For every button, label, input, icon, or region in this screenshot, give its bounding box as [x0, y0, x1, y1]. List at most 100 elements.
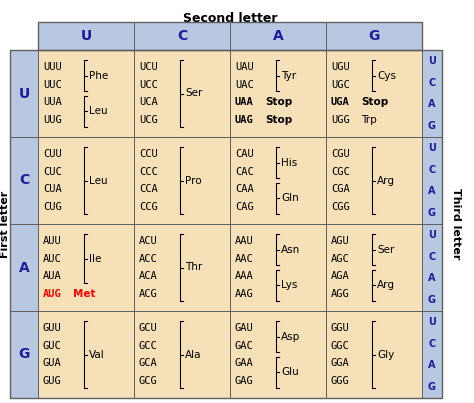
Text: G: G — [428, 208, 436, 218]
Bar — [134, 311, 230, 398]
Text: ACA: ACA — [139, 271, 158, 281]
Text: GUU: GUU — [43, 323, 62, 333]
Text: CGU: CGU — [331, 149, 350, 159]
Text: CGG: CGG — [331, 202, 350, 212]
Text: CGA: CGA — [331, 185, 350, 194]
Text: AAC: AAC — [235, 253, 254, 264]
Text: GCC: GCC — [139, 341, 158, 351]
Text: Glu: Glu — [281, 367, 299, 377]
Text: Gln: Gln — [281, 193, 299, 203]
Text: GAC: GAC — [235, 341, 254, 351]
Text: AAA: AAA — [235, 271, 254, 281]
Text: First letter: First letter — [0, 190, 10, 258]
Bar — [10, 311, 38, 398]
Text: UCA: UCA — [139, 98, 158, 107]
Text: GAG: GAG — [235, 376, 254, 386]
Text: CAU: CAU — [235, 149, 254, 159]
Text: AAU: AAU — [235, 236, 254, 246]
Text: UCC: UCC — [139, 80, 158, 89]
Text: GGC: GGC — [331, 341, 350, 351]
Text: Stop: Stop — [265, 115, 292, 125]
Text: UAU: UAU — [235, 62, 254, 72]
Text: Arg: Arg — [377, 175, 395, 185]
Bar — [134, 137, 230, 224]
Text: C: C — [177, 29, 187, 43]
Text: UCG: UCG — [139, 115, 158, 125]
Text: UGG: UGG — [331, 115, 350, 125]
Bar — [10, 224, 38, 311]
Text: GUA: GUA — [43, 358, 62, 368]
Text: A: A — [428, 360, 436, 370]
Text: Third letter: Third letter — [451, 188, 461, 260]
Text: Second letter: Second letter — [183, 12, 277, 25]
Text: UCU: UCU — [139, 62, 158, 72]
Text: C: C — [428, 251, 436, 262]
Text: Phe: Phe — [89, 71, 108, 81]
Text: CCU: CCU — [139, 149, 158, 159]
Bar — [38, 22, 134, 50]
Text: AGA: AGA — [331, 271, 350, 281]
Text: UUA: UUA — [43, 98, 62, 107]
Text: CAC: CAC — [235, 166, 254, 177]
Text: Trp: Trp — [361, 115, 377, 125]
Bar — [326, 50, 422, 137]
Text: Arg: Arg — [377, 280, 395, 290]
Text: AUU: AUU — [43, 236, 62, 246]
Text: Leu: Leu — [89, 106, 108, 116]
Text: CGC: CGC — [331, 166, 350, 177]
Text: U: U — [81, 29, 91, 43]
Bar — [422, 137, 442, 224]
Text: G: G — [428, 295, 436, 305]
Text: UAG: UAG — [235, 115, 254, 125]
Text: UAC: UAC — [235, 80, 254, 89]
Bar — [326, 224, 422, 311]
Text: CUG: CUG — [43, 202, 62, 212]
Bar — [38, 137, 134, 224]
Text: Stop: Stop — [361, 98, 388, 107]
Text: Leu: Leu — [89, 175, 108, 185]
Text: AUG: AUG — [43, 289, 62, 299]
Bar — [230, 22, 326, 50]
Text: A: A — [428, 273, 436, 283]
Bar — [10, 137, 38, 224]
Text: C: C — [428, 164, 436, 174]
Text: GAU: GAU — [235, 323, 254, 333]
Bar — [38, 22, 422, 50]
Bar — [230, 137, 326, 224]
Bar — [326, 311, 422, 398]
Text: C: C — [19, 174, 29, 187]
Bar — [422, 224, 442, 311]
Text: CAG: CAG — [235, 202, 254, 212]
Text: Val: Val — [89, 349, 105, 359]
Text: Thr: Thr — [185, 262, 202, 272]
Text: AUC: AUC — [43, 253, 62, 264]
Text: G: G — [368, 29, 380, 43]
Text: Pro: Pro — [185, 175, 201, 185]
Text: Asp: Asp — [281, 332, 300, 342]
Text: G: G — [18, 347, 30, 361]
Text: CUC: CUC — [43, 166, 62, 177]
Text: Ile: Ile — [89, 253, 101, 264]
Bar — [422, 50, 442, 137]
Text: Cys: Cys — [377, 71, 396, 81]
Bar — [38, 50, 134, 137]
Bar — [230, 311, 326, 398]
Text: U: U — [428, 317, 436, 327]
Text: GAA: GAA — [235, 358, 254, 368]
Text: AAG: AAG — [235, 289, 254, 299]
Text: U: U — [428, 143, 436, 153]
Text: U: U — [18, 87, 29, 100]
Text: AGC: AGC — [331, 253, 350, 264]
Text: CCC: CCC — [139, 166, 158, 177]
Text: His: His — [281, 158, 297, 168]
Text: UGU: UGU — [331, 62, 350, 72]
Text: U: U — [428, 230, 436, 240]
Text: UGC: UGC — [331, 80, 350, 89]
Text: A: A — [273, 29, 283, 43]
Text: Stop: Stop — [265, 98, 292, 107]
Text: UGA: UGA — [331, 98, 350, 107]
Text: GGU: GGU — [331, 323, 350, 333]
Bar — [422, 311, 442, 398]
Text: A: A — [428, 100, 436, 109]
Text: ACU: ACU — [139, 236, 158, 246]
